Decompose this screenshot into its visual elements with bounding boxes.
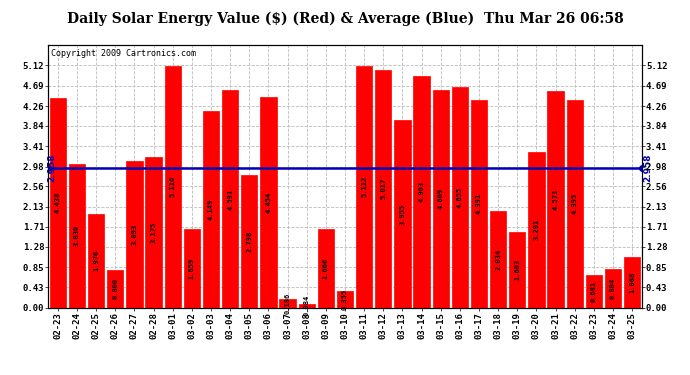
Text: 4.454: 4.454 [266,192,271,213]
Text: 0.800: 0.800 [112,278,118,299]
Text: 3.175: 3.175 [150,222,157,243]
Bar [69,164,85,308]
Text: 3.093: 3.093 [131,224,137,245]
Text: 1.666: 1.666 [323,258,329,279]
Text: 0.084: 0.084 [304,295,310,316]
Bar [146,158,161,308]
Text: 4.395: 4.395 [572,193,578,214]
Text: 0.355: 0.355 [342,288,348,310]
Bar [184,229,200,308]
Bar [529,152,544,308]
Text: 0.681: 0.681 [591,281,597,302]
Text: 3.955: 3.955 [400,203,406,225]
Bar [605,270,621,308]
Bar [241,175,257,308]
Text: 1.976: 1.976 [93,250,99,272]
Text: 2.034: 2.034 [495,249,501,270]
Text: 4.573: 4.573 [553,189,559,210]
Bar [260,97,277,308]
Bar [50,98,66,308]
Text: 5.116: 5.116 [170,176,176,197]
Bar [490,211,506,308]
Text: 0.804: 0.804 [610,278,616,299]
Bar [433,90,449,308]
Text: 4.655: 4.655 [457,187,463,208]
Bar [299,303,315,307]
Bar [452,87,468,308]
Text: 1.603: 1.603 [514,259,520,280]
Text: 4.903: 4.903 [419,181,424,202]
Bar [356,66,373,308]
Text: 5.112: 5.112 [361,176,367,197]
Bar [547,91,564,308]
Text: 0.186: 0.186 [284,292,290,314]
Bar [126,161,143,308]
Bar [88,214,104,308]
Text: 4.149: 4.149 [208,199,214,220]
Text: 1.659: 1.659 [189,258,195,279]
Text: 4.391: 4.391 [476,193,482,214]
Bar [317,229,334,308]
Bar [203,111,219,308]
Text: 3.291: 3.291 [533,219,540,240]
Bar [509,232,525,308]
Bar [471,100,487,308]
Bar [586,275,602,308]
Text: Daily Solar Energy Value ($) (Red) & Average (Blue)  Thu Mar 26 06:58: Daily Solar Energy Value ($) (Red) & Ave… [67,11,623,26]
Bar [337,291,353,308]
Bar [107,270,124,308]
Text: 4.609: 4.609 [437,188,444,209]
Bar [566,100,583,308]
Bar [222,90,238,308]
Text: 4.591: 4.591 [227,188,233,210]
Bar [413,76,430,307]
Text: 2.798: 2.798 [246,231,253,252]
Bar [279,299,296,307]
Text: Copyright 2009 Cartronics.com: Copyright 2009 Cartronics.com [51,49,196,58]
Bar [394,120,411,308]
Text: 3.030: 3.030 [74,225,80,246]
Text: 1.068: 1.068 [629,272,635,293]
Bar [165,66,181,308]
Text: 4.438: 4.438 [55,192,61,213]
Text: 2.958: 2.958 [47,153,56,182]
Bar [375,70,391,308]
Bar [624,257,640,307]
Text: 2.958: 2.958 [644,153,653,182]
Text: 5.017: 5.017 [380,178,386,200]
